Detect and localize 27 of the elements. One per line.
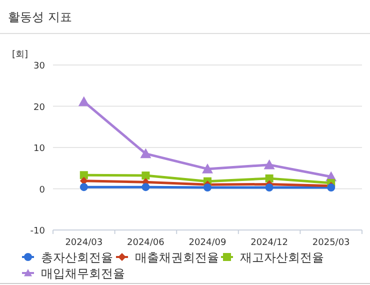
x-tick-label: 2024/03 bbox=[65, 238, 103, 248]
point bbox=[78, 96, 90, 106]
point bbox=[265, 174, 274, 182]
x-tick-label: 2024/06 bbox=[127, 238, 165, 248]
point bbox=[142, 172, 150, 180]
point bbox=[140, 148, 152, 158]
y-tick-label: 0 bbox=[39, 185, 46, 196]
point bbox=[202, 163, 213, 174]
legend-label: 매입채무회전율 bbox=[41, 266, 125, 280]
point bbox=[80, 183, 88, 192]
y-tick-label: -10 bbox=[30, 226, 46, 236]
x-tick-label: 2024/09 bbox=[188, 238, 226, 248]
point bbox=[265, 184, 274, 192]
y-tick-label: 20 bbox=[34, 102, 46, 113]
title: 활동성 지표 bbox=[8, 10, 72, 24]
legend-label: 매출채권회전율 bbox=[135, 250, 219, 264]
point bbox=[264, 159, 275, 170]
legend-label: 총자산회전율 bbox=[41, 250, 113, 264]
x-tick-label: 2025/03 bbox=[312, 238, 350, 248]
y-tick-label: 10 bbox=[34, 144, 46, 154]
point bbox=[80, 171, 88, 180]
point bbox=[204, 184, 212, 192]
x-tick-label: 2024/12 bbox=[250, 238, 288, 248]
y-tick-label: 30 bbox=[34, 62, 46, 72]
point bbox=[142, 183, 150, 192]
ylabel: [회] bbox=[12, 50, 28, 60]
legend-label: 재고자산회전율 bbox=[240, 250, 324, 264]
